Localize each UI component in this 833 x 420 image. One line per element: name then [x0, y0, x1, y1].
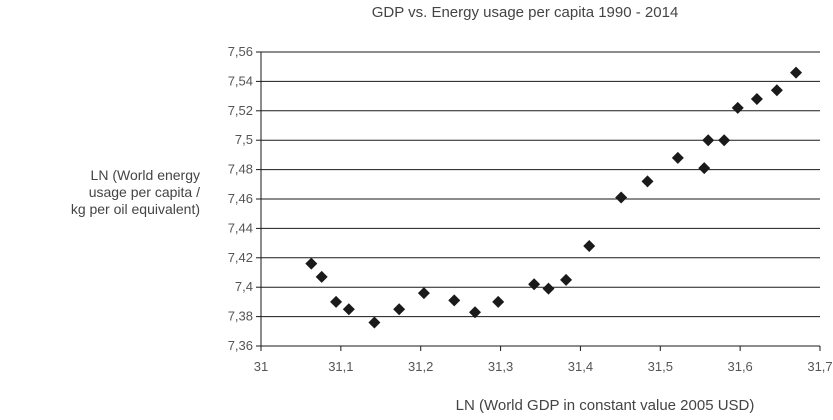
- gridlines: [261, 51, 820, 347]
- data-point: [770, 84, 783, 97]
- y-axis-label-line-1: LN (World energy: [90, 167, 200, 183]
- data-point: [790, 66, 803, 79]
- data-point: [469, 306, 482, 319]
- y-axis-label-line-2: usage per capita /: [88, 184, 200, 200]
- data-point: [731, 101, 744, 114]
- x-tick-label: 31,7: [807, 359, 832, 374]
- data-point: [750, 93, 763, 106]
- axes: [256, 51, 821, 351]
- x-tick-label: 31,6: [727, 359, 752, 374]
- y-tick-label: 7,5: [235, 132, 253, 147]
- x-tick-label: 31,4: [568, 359, 593, 374]
- data-point: [583, 240, 596, 253]
- data-point: [702, 134, 715, 147]
- y-tick-label: 7,48: [228, 162, 253, 177]
- data-points: [305, 66, 803, 329]
- x-tick-label: 31,2: [408, 359, 433, 374]
- data-point: [305, 257, 318, 270]
- y-tick-label: 7,36: [228, 338, 253, 353]
- y-tick-label: 7,38: [228, 309, 253, 324]
- y-tick-label: 7,46: [228, 191, 253, 206]
- y-tick-label: 7,52: [228, 103, 253, 118]
- data-point: [393, 303, 406, 316]
- data-point: [528, 278, 541, 291]
- x-axis-label: LN (World GDP in constant value 2005 USD…: [455, 397, 755, 414]
- chart-title: GDP vs. Energy usage per capita 1990 - 2…: [371, 4, 679, 21]
- data-point: [671, 151, 684, 164]
- data-point: [368, 316, 381, 329]
- data-point: [330, 295, 343, 308]
- data-point: [342, 303, 355, 316]
- x-tick-label: 31: [254, 359, 268, 374]
- data-point: [698, 162, 711, 175]
- y-tick-label: 7,44: [228, 220, 253, 235]
- data-point: [615, 191, 628, 204]
- y-tick-label: 7,56: [228, 44, 253, 59]
- x-tick-label: 31,3: [488, 359, 513, 374]
- data-point: [492, 295, 505, 308]
- y-tick-label: 7,4: [235, 279, 253, 294]
- data-point: [315, 270, 328, 283]
- x-tick-label: 31,1: [328, 359, 353, 374]
- data-point: [718, 134, 731, 147]
- y-axis-label-line-3: kg per oil equivalent): [70, 201, 200, 217]
- data-point: [448, 294, 461, 307]
- data-point: [560, 273, 573, 286]
- y-tick-label: 7,54: [228, 73, 253, 88]
- data-point: [641, 175, 654, 188]
- y-tick-label: 7,42: [228, 250, 253, 265]
- x-tick-label: 31,5: [648, 359, 673, 374]
- x-tick-labels: 31 31,1 31,2 31,3 31,4 31,5 31,6 31,7: [254, 359, 833, 374]
- y-axis-label: LN (World energy usage per capita / kg p…: [0, 167, 200, 218]
- data-point: [417, 287, 430, 300]
- data-point: [542, 282, 555, 295]
- y-tick-labels: 7,36 7,38 7,4 7,42 7,44 7,46 7,48 7,5 7,52 7,54 7,…: [228, 44, 253, 353]
